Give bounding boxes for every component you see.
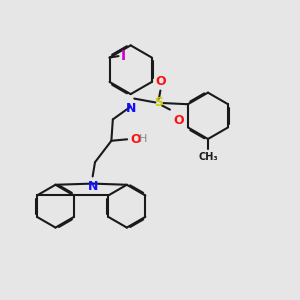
Text: O: O (174, 114, 184, 127)
Text: CH₃: CH₃ (198, 152, 218, 162)
Text: O: O (131, 133, 141, 146)
Text: N: N (87, 180, 98, 193)
Text: I: I (121, 49, 126, 63)
Text: N: N (125, 102, 136, 116)
Text: H: H (139, 134, 147, 144)
Text: S: S (154, 96, 164, 109)
Text: O: O (155, 75, 166, 88)
